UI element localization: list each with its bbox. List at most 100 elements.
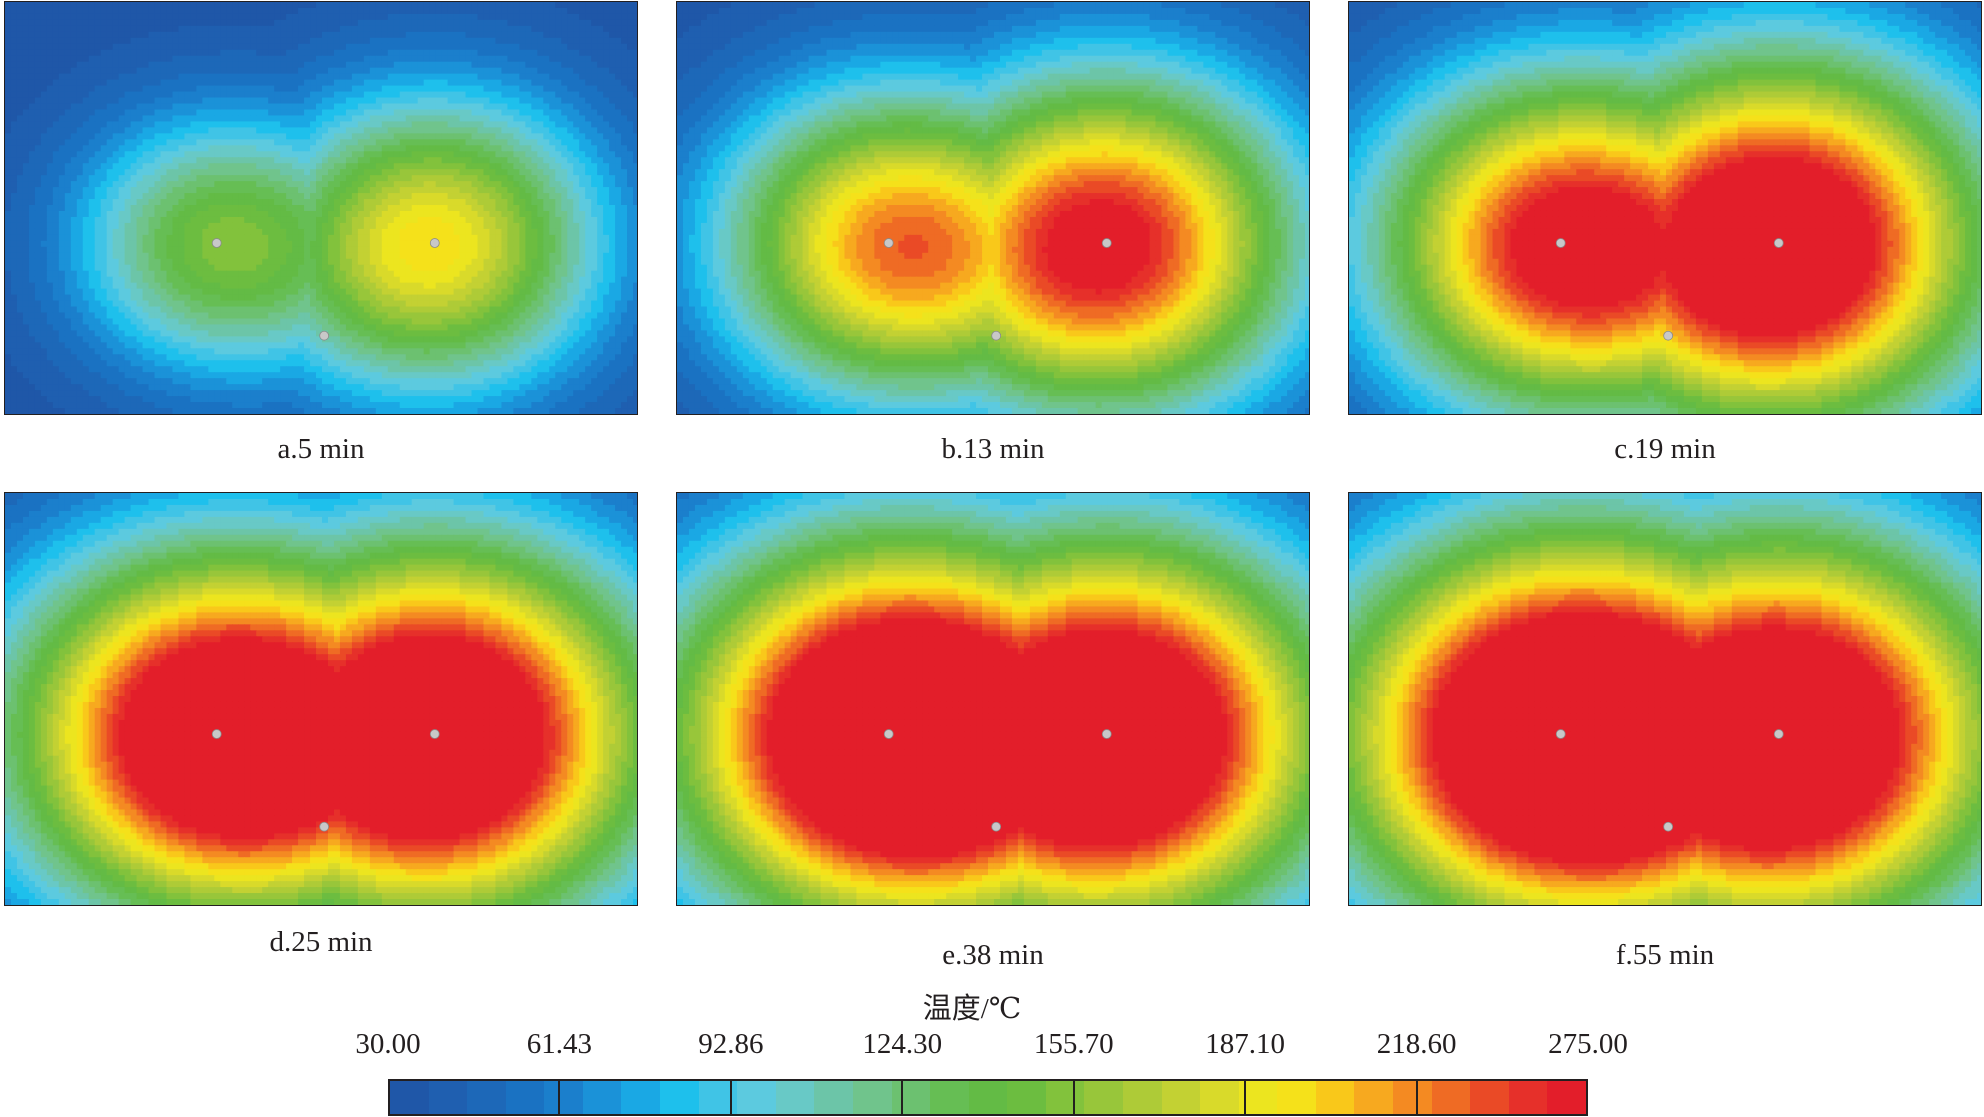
heatmap-cell	[148, 13, 156, 21]
heatmap-cell	[160, 258, 168, 266]
heatmap-cell	[220, 163, 227, 170]
heatmap-cell	[567, 43, 574, 51]
heatmap-cell	[447, 193, 455, 200]
heatmap-cell	[627, 55, 634, 63]
heatmap-cell	[387, 2, 395, 9]
heatmap-cell	[417, 193, 425, 200]
heatmap-cell	[537, 79, 544, 87]
heatmap-cell	[603, 264, 610, 272]
heatmap-cell	[226, 127, 233, 134]
heatmap-cell	[483, 228, 491, 236]
heatmap-cell	[100, 181, 108, 188]
heatmap-cell	[627, 97, 634, 105]
heatmap-cell	[208, 97, 215, 105]
heatmap-cell	[435, 115, 443, 123]
heatmap-cell	[238, 97, 245, 105]
heatmap-cell	[477, 151, 485, 158]
heatmap-cell	[310, 228, 317, 236]
heatmap-cell	[256, 163, 263, 170]
heatmap-cell	[130, 270, 138, 278]
heatmap-cell	[345, 49, 353, 57]
heatmap-cell	[136, 234, 144, 242]
heatmap-cell	[106, 252, 114, 260]
heatmap-cell	[88, 43, 96, 51]
heatmap-cell	[321, 133, 329, 140]
heatmap-cell	[603, 7, 610, 15]
heatmap-cell	[447, 25, 455, 33]
heatmap-cell	[531, 121, 538, 128]
heatmap-cell	[316, 49, 323, 57]
heatmap-cell	[28, 61, 36, 69]
heatmap-cell	[166, 61, 174, 69]
heatmap-cell	[40, 252, 48, 260]
heatmap-cell	[202, 103, 209, 111]
heatmap-cell	[34, 121, 42, 128]
heatmap-cell	[310, 157, 317, 164]
heatmap-cell	[633, 103, 637, 111]
heatmap-cell	[321, 205, 329, 212]
heatmap-cell	[10, 19, 18, 27]
heatmap-cell	[579, 175, 586, 182]
heatmap-cell	[453, 133, 461, 140]
heatmap-cell	[591, 79, 598, 87]
heatmap-cell	[46, 252, 54, 260]
heatmap-cell	[304, 234, 311, 242]
heatmap-cell	[393, 67, 401, 75]
heatmap-cell	[292, 43, 299, 51]
heatmap-cell	[64, 43, 72, 51]
heatmap-cell	[244, 216, 251, 224]
heatmap-cell	[130, 252, 138, 260]
heatmap-cell	[573, 258, 580, 266]
panel-a	[4, 1, 638, 415]
heatmap-cell	[525, 216, 532, 224]
heatmap-cell	[5, 210, 12, 218]
heatmap-cell	[166, 37, 174, 45]
heatmap-cell	[136, 25, 144, 33]
heatmap-cell	[58, 79, 66, 87]
heatmap-cell	[387, 37, 395, 45]
heatmap-cell	[118, 246, 126, 254]
heatmap-cell	[250, 91, 257, 99]
heatmap-cell	[112, 216, 120, 224]
heatmap-cell	[52, 37, 60, 45]
heatmap-cell	[441, 258, 449, 266]
heatmap-cell	[501, 151, 509, 158]
heatmap-cell	[405, 85, 413, 93]
heatmap-cell	[52, 193, 60, 200]
heatmap-cell	[202, 151, 209, 158]
heatmap-cell	[351, 91, 359, 99]
heatmap-cell	[339, 91, 347, 99]
heatmap-cell	[591, 169, 598, 176]
heatmap-cell	[166, 252, 174, 260]
heatmap-cell	[214, 43, 221, 51]
heatmap-cell	[333, 61, 341, 69]
heatmap-cell	[220, 19, 227, 27]
heatmap-cell	[124, 252, 132, 260]
heatmap-cell	[381, 97, 389, 105]
heatmap-cell	[310, 276, 317, 284]
heatmap-cell	[232, 270, 239, 278]
heatmap-cell	[160, 240, 168, 248]
heatmap-cell	[429, 246, 437, 254]
heatmap-cell	[489, 246, 497, 254]
heatmap-cell	[40, 222, 48, 230]
heatmap-cell	[280, 127, 287, 134]
heatmap-cell	[477, 13, 485, 21]
heatmap-cell	[64, 139, 72, 146]
heatmap-cell	[597, 181, 604, 188]
heatmap-cell	[160, 139, 168, 146]
heatmap-cell	[387, 133, 395, 140]
heatmap-cell	[465, 121, 473, 128]
heatmap-cell	[238, 276, 245, 284]
heatmap-cell	[106, 2, 114, 9]
heatmap-cell	[567, 187, 574, 194]
heatmap-cell	[591, 234, 598, 242]
heatmap-cell	[405, 216, 413, 224]
heatmap-cell	[621, 264, 628, 272]
heatmap-cell	[256, 145, 263, 152]
heatmap-cell	[154, 252, 162, 260]
heatmap-cell	[118, 79, 126, 87]
heatmap-cell	[262, 73, 269, 81]
heatmap-cell	[88, 216, 96, 224]
heatmap-cell	[543, 19, 550, 27]
